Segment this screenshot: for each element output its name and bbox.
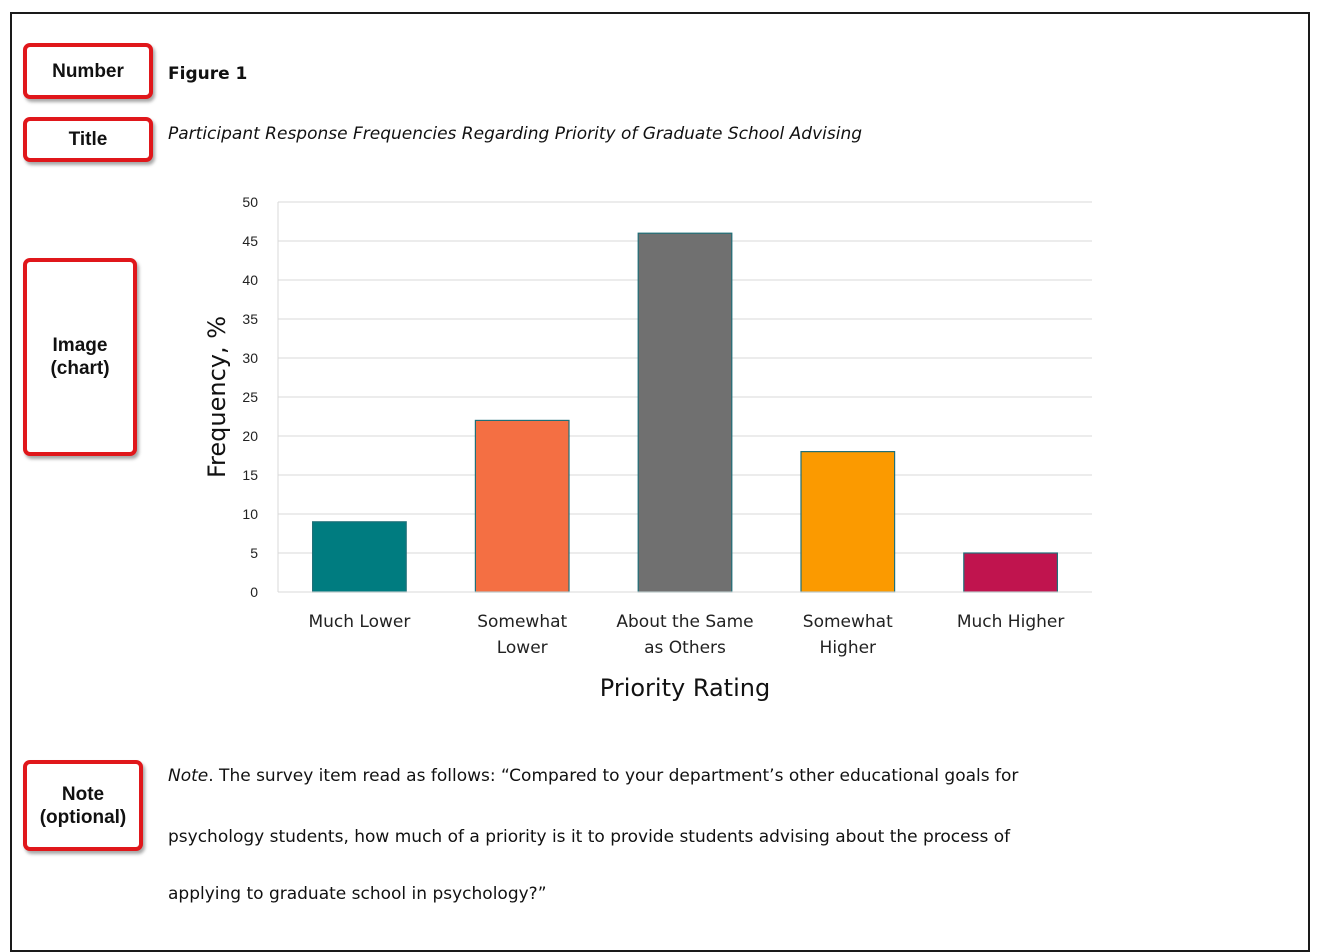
y-tick-label: 35	[242, 311, 258, 327]
x-tick-label: Somewhat	[803, 612, 893, 632]
title-callout: Title	[23, 117, 153, 162]
y-tick-label: 30	[242, 350, 258, 366]
y-tick-label: 5	[250, 545, 258, 561]
y-tick-label: 40	[242, 272, 258, 288]
x-tick-label: About the Same	[616, 612, 753, 632]
x-tick-label: Higher	[820, 638, 877, 658]
figure-title: Participant Response Frequencies Regardi…	[168, 124, 863, 144]
note-callout-line1: Note	[61, 783, 105, 805]
image-callout: Image (chart)	[23, 258, 137, 456]
y-tick-label: 45	[242, 233, 258, 249]
x-tick-label: Much Higher	[957, 612, 1065, 632]
note-callout: Note (optional)	[23, 760, 143, 851]
note-line-2: psychology students, how much of a prior…	[168, 827, 1011, 847]
note-line-1-text: . The survey item read as follows: “Comp…	[208, 766, 1019, 786]
image-callout-line1: Image	[52, 335, 108, 356]
note-label: Note	[168, 766, 209, 786]
y-tick-label: 20	[242, 428, 258, 444]
x-axis-title: Priority Rating	[600, 674, 770, 702]
note-callout-line2: (optional)	[39, 806, 127, 828]
y-tick-label: 15	[242, 467, 258, 483]
image-callout-line2: (chart)	[50, 358, 110, 379]
bar	[637, 232, 733, 593]
note-line-1: Note. The survey item read as follows: “…	[168, 766, 1018, 786]
number-callout: Number	[23, 43, 153, 99]
number-callout-label: Number	[52, 60, 124, 82]
y-tick-label: 10	[242, 506, 258, 522]
y-axis-title: Frequency, %	[203, 316, 231, 478]
x-tick-label: Somewhat	[477, 612, 567, 632]
y-tick-label: 25	[242, 389, 258, 405]
bar	[963, 552, 1059, 593]
title-callout-label: Title	[68, 129, 108, 150]
bar	[311, 521, 407, 593]
x-tick-label: as Others	[644, 638, 726, 658]
note-line-3: applying to graduate school in psycholog…	[168, 884, 547, 904]
figure-number: Figure 1	[168, 64, 248, 84]
bar	[800, 451, 896, 593]
y-tick-label: 50	[242, 194, 258, 210]
y-tick-label: 0	[250, 584, 258, 600]
x-tick-label: Much Lower	[308, 612, 410, 632]
bar	[474, 419, 570, 593]
x-tick-label: Lower	[497, 638, 548, 658]
